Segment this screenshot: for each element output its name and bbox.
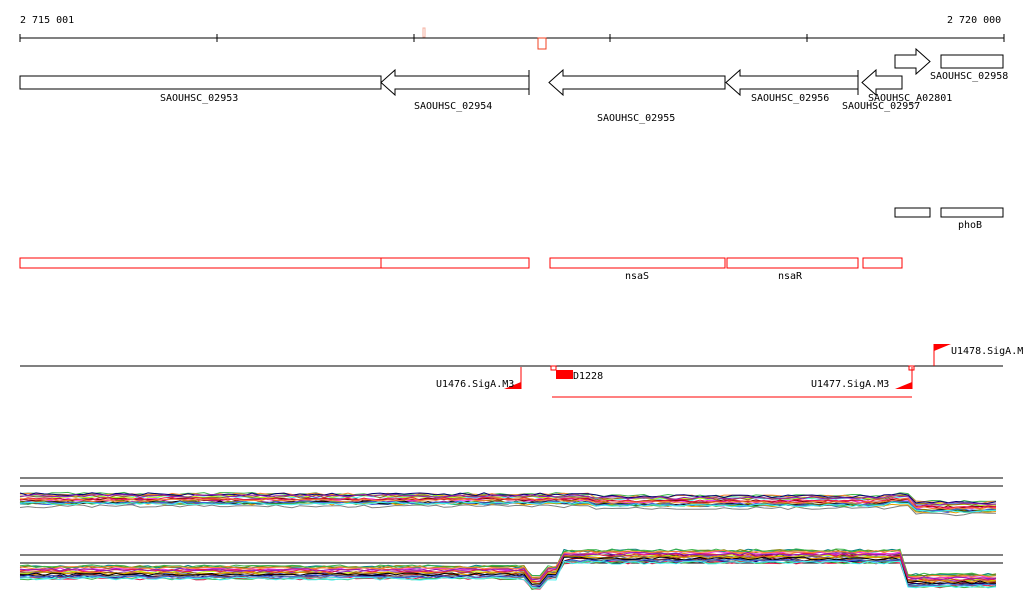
expression-trace bbox=[19, 558, 997, 588]
gene-label: SAOUHSC_02955 bbox=[597, 113, 675, 124]
feature-nsaS[interactable] bbox=[549, 257, 726, 269]
promoter-U1478[interactable] bbox=[933, 344, 951, 366]
expression-tracks bbox=[19, 477, 1003, 591]
gene-SAOUHSC_A02801[interactable] bbox=[894, 47, 931, 76]
terminator-marker bbox=[550, 365, 557, 371]
operon-box-phoB[interactable] bbox=[940, 207, 1004, 218]
feature-label: nsaS bbox=[625, 271, 649, 282]
gene-track bbox=[19, 47, 1004, 97]
gene-SAOUHSC_02957[interactable] bbox=[861, 68, 903, 97]
red-feature-track bbox=[19, 257, 903, 269]
expression-trace bbox=[19, 552, 997, 583]
feature-nsaR[interactable] bbox=[726, 257, 859, 269]
gene-SAOUHSC_02958[interactable] bbox=[940, 54, 1004, 69]
gene-label: SAOUHSC_02953 bbox=[160, 93, 238, 104]
expression-trace bbox=[19, 497, 997, 510]
expression-trace bbox=[19, 548, 997, 577]
terminator-D1228[interactable] bbox=[556, 370, 573, 379]
promoter-label: U1476.SigA.M3 bbox=[436, 379, 514, 390]
gene-label: SAOUHSC_A02801 bbox=[868, 93, 952, 104]
axis-start-label: 2 715 001 bbox=[20, 15, 74, 26]
expression-trace bbox=[19, 504, 996, 517]
terminator-label: D1228 bbox=[573, 371, 603, 382]
axis-end-label: 2 720 000 bbox=[947, 15, 1001, 26]
gene-label: SAOUHSC_02957 bbox=[842, 101, 920, 112]
gene-SAOUHSC_02956[interactable] bbox=[725, 68, 859, 97]
feature-box[interactable] bbox=[19, 257, 382, 269]
feature-box[interactable] bbox=[862, 257, 903, 269]
promoter-U1476[interactable] bbox=[504, 367, 522, 389]
coordinate-axis bbox=[19, 34, 1005, 42]
expression-trace bbox=[19, 501, 997, 513]
promoter-label: U1478.SigA.M bbox=[951, 346, 1023, 357]
expression-trace bbox=[19, 493, 997, 506]
feature-box[interactable] bbox=[380, 257, 530, 269]
expression-trace bbox=[19, 549, 997, 578]
operon-box[interactable] bbox=[894, 207, 931, 218]
promoter-U1477[interactable] bbox=[895, 367, 913, 389]
gene-SAOUHSC_02953[interactable] bbox=[19, 75, 382, 90]
expression-trace bbox=[19, 497, 997, 511]
terminator-marker bbox=[908, 365, 915, 371]
gene-SAOUHSC_02954[interactable] bbox=[380, 68, 530, 97]
operon-label: phoB bbox=[958, 220, 982, 231]
axis-marker bbox=[537, 37, 547, 50]
expression-trace bbox=[19, 501, 997, 513]
promoter-label: U1477.SigA.M3 bbox=[811, 379, 889, 390]
expression-trace bbox=[19, 492, 997, 504]
expression-trace bbox=[19, 500, 997, 513]
gene-label: SAOUHSC_02954 bbox=[414, 101, 492, 112]
expression-trace bbox=[19, 556, 997, 585]
gene-SAOUHSC_02955[interactable] bbox=[548, 68, 726, 97]
gene-label: SAOUHSC_02956 bbox=[751, 93, 829, 104]
expression-trace bbox=[19, 551, 997, 581]
expression-trace bbox=[19, 555, 997, 585]
gene-label: SAOUHSC_02958 bbox=[930, 71, 1008, 82]
feature-label: nsaR bbox=[778, 271, 803, 282]
expression-trace bbox=[19, 560, 997, 589]
axis-marker bbox=[422, 27, 426, 38]
